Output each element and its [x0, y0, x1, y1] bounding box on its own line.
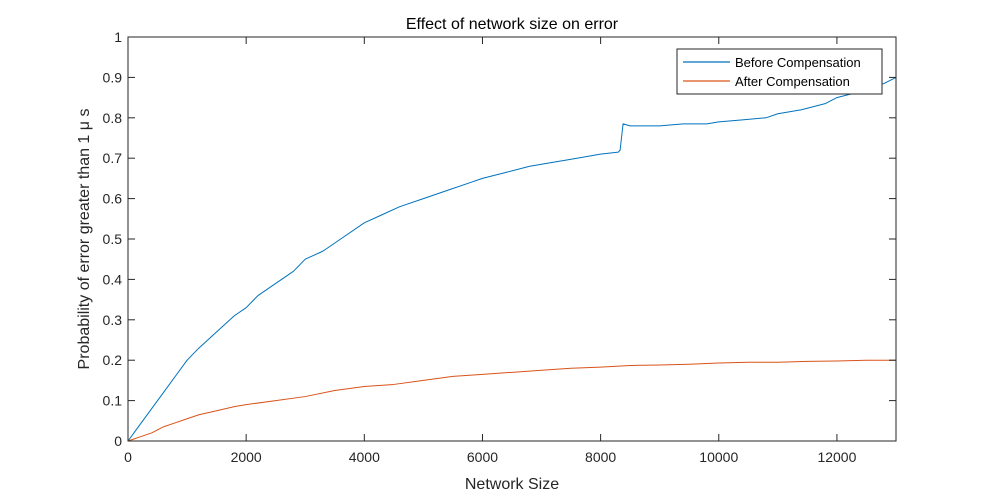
legend-label-after: After Compensation	[735, 74, 850, 89]
y-tick-label: 0.7	[103, 150, 123, 166]
y-tick-label: 0.5	[103, 231, 123, 247]
x-tick-label: 4000	[349, 449, 380, 465]
legend-box	[676, 48, 883, 95]
ticks-layer: 0 2000 4000 6000 8000 10000 12000 0 0.1 0.2 0.3 0.4…	[103, 29, 896, 465]
y-tick-label: 0.2	[103, 352, 123, 368]
x-tick-label: 2000	[231, 449, 262, 465]
y-tick-label: 0	[114, 433, 122, 449]
y-axis-title: Probability of error greater than 1 μ s	[76, 109, 93, 370]
series-layer	[127, 76, 897, 442]
y-tick-label: 0.9	[103, 69, 123, 85]
y-tick-label: 0.4	[103, 271, 123, 287]
series-line-1	[127, 359, 896, 442]
y-tick-label: 0.8	[103, 110, 123, 126]
legend-entry-before: Before Compensation	[683, 55, 861, 70]
legend-label-before: Before Compensation	[735, 55, 861, 70]
chart-title: Effect of network size on error	[406, 16, 619, 33]
x-tick-label: 6000	[467, 449, 498, 465]
y-tick-label: 0.3	[103, 312, 123, 328]
y-tick-label: 1	[114, 29, 122, 45]
y-tick-label: 0.1	[103, 393, 123, 409]
x-tick-label: 12000	[817, 449, 856, 465]
plot-background	[128, 37, 896, 441]
x-tick-label: 10000	[699, 449, 738, 465]
x-tick-label: 8000	[585, 449, 616, 465]
x-tick-label: 0	[124, 449, 132, 465]
y-tick-label: 0.6	[103, 191, 123, 207]
x-axis-title: Network Size	[465, 476, 559, 493]
legend-entry-after: After Compensation	[683, 74, 850, 89]
series-line-0	[127, 76, 897, 442]
legend: Before Compensation After Compensation	[676, 48, 883, 95]
